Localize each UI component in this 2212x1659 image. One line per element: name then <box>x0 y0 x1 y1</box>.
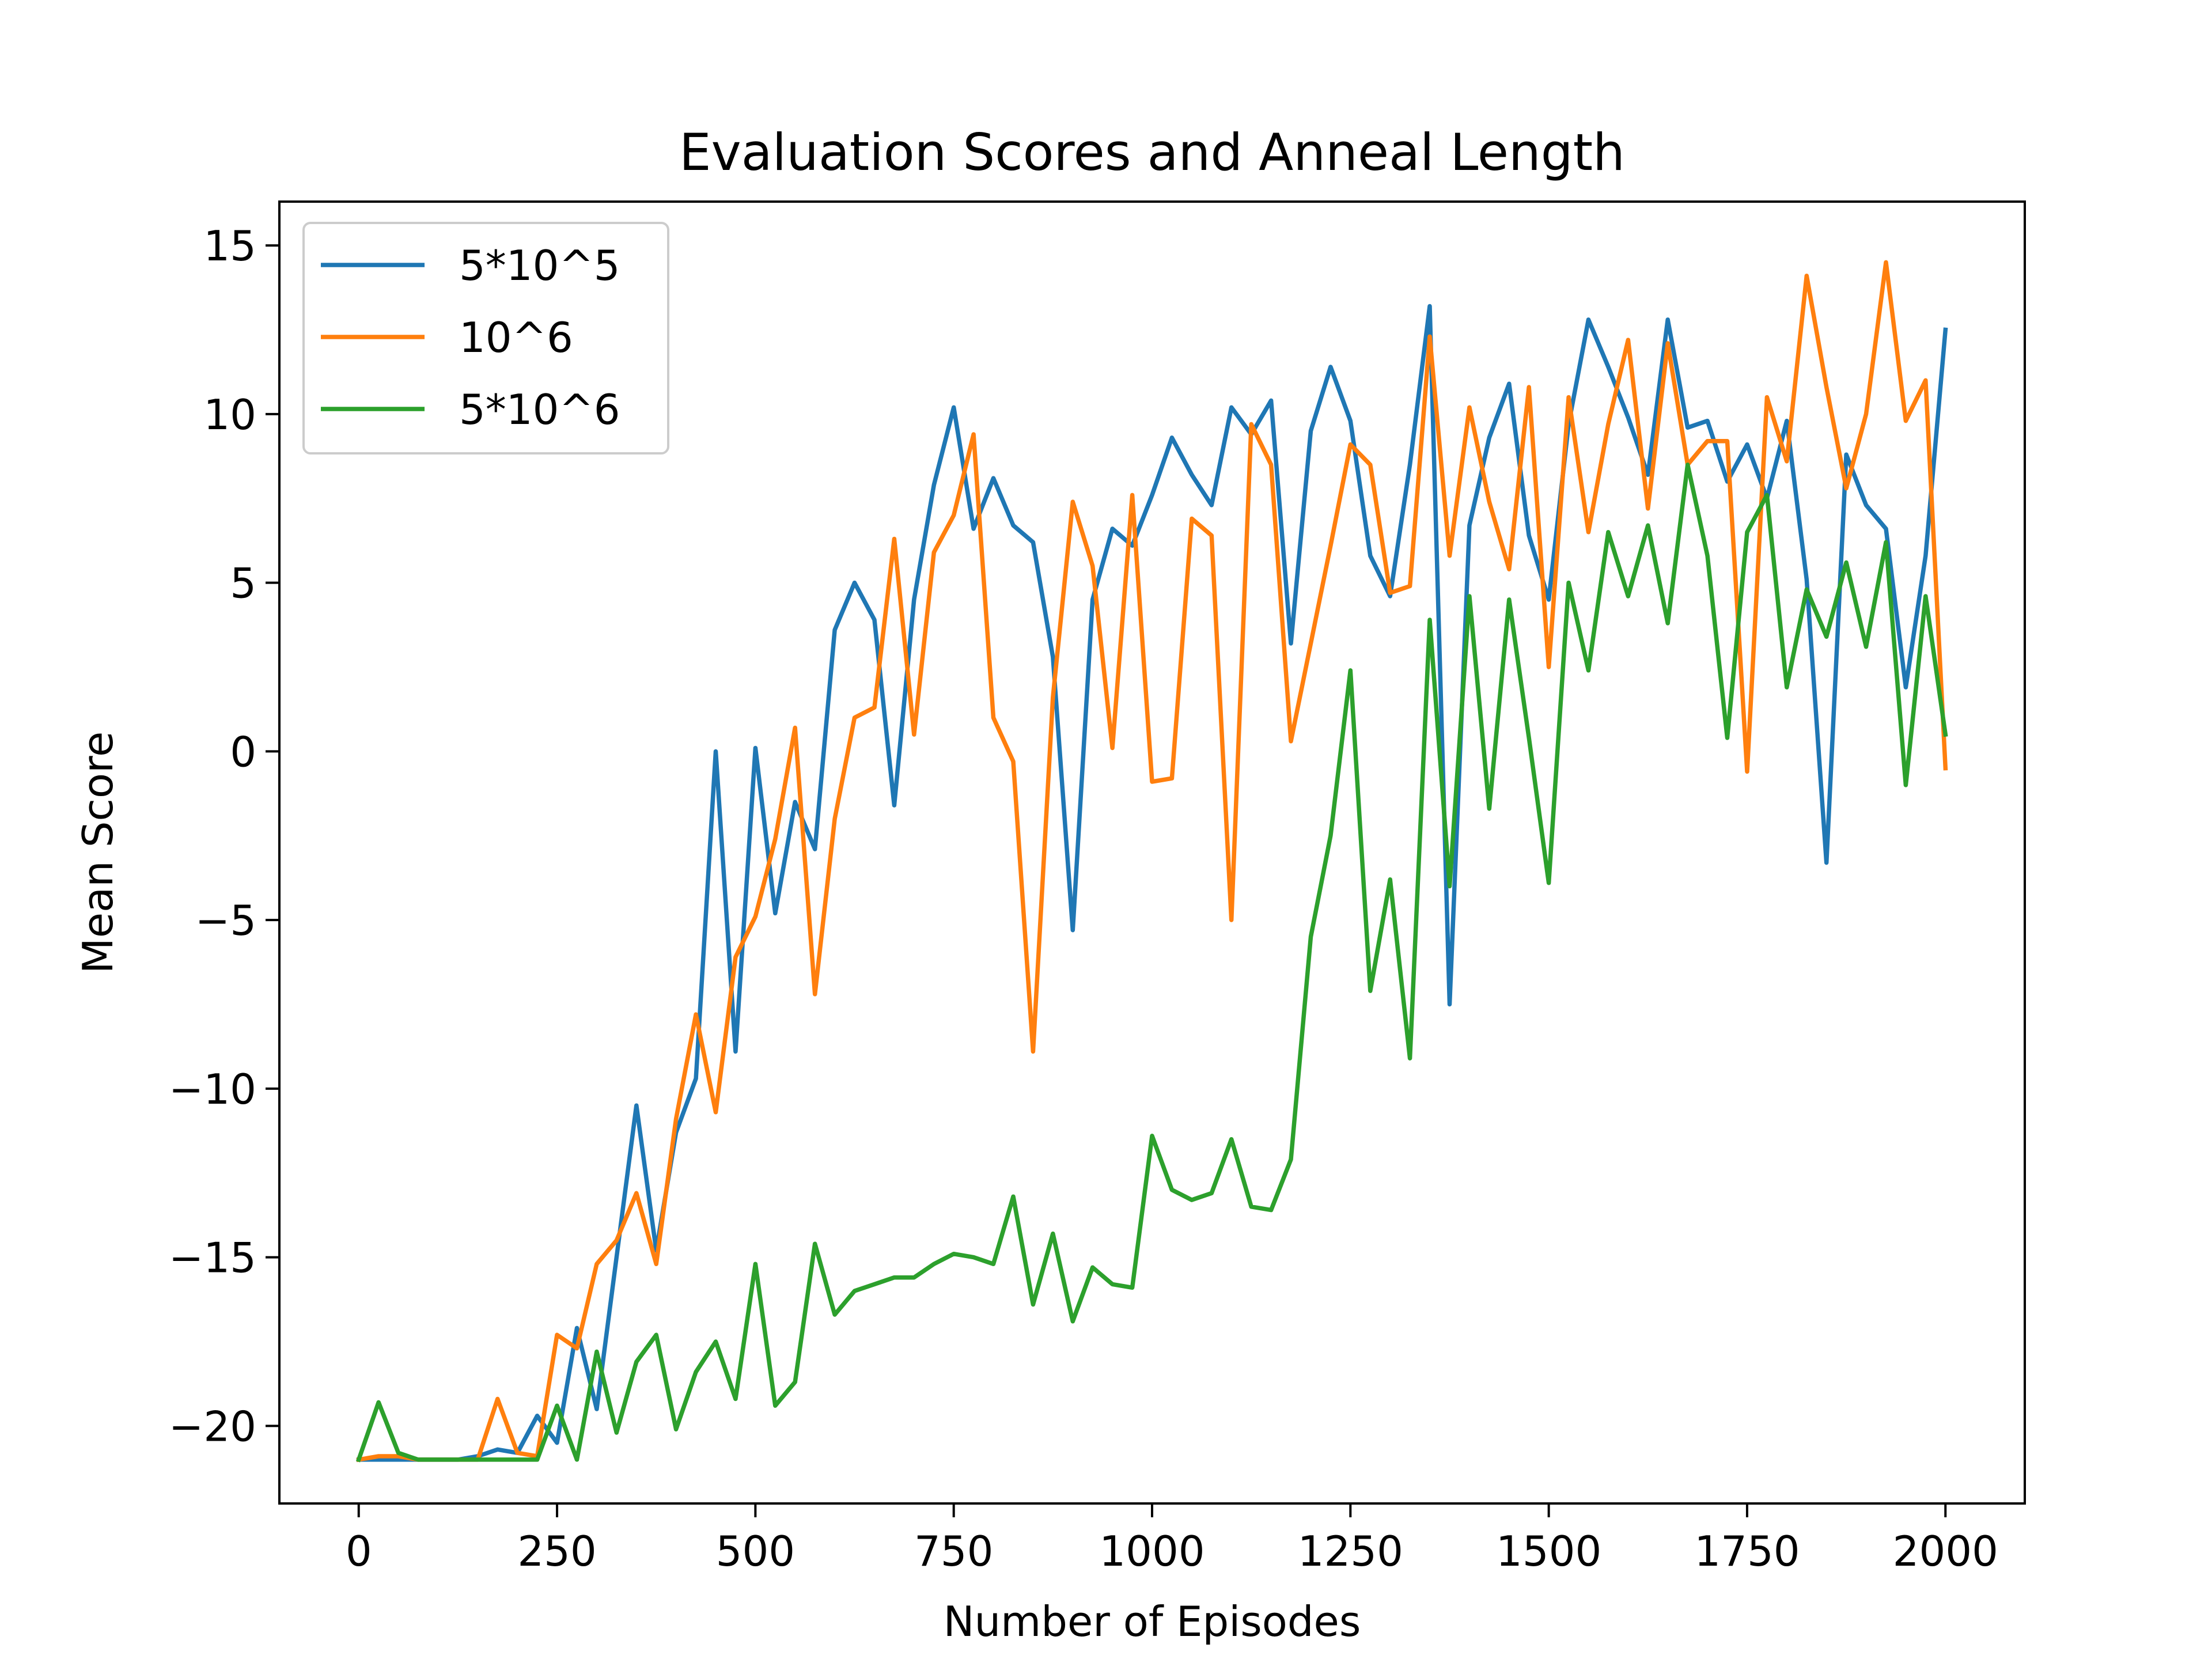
series-line-3 <box>355 462 1948 1463</box>
y-tick-label: 5 <box>230 559 256 608</box>
series-group <box>355 260 1948 1463</box>
y-tick-label: −5 <box>195 896 256 945</box>
y-axis: −20 −15 −10 −5 0 5 10 15 <box>169 222 279 1450</box>
legend-label: 10^6 <box>459 313 573 362</box>
series-line-2 <box>356 260 1948 1463</box>
x-tick-label: 2000 <box>1893 1527 1998 1575</box>
y-tick-label: 15 <box>203 222 256 270</box>
y-tick-label: −10 <box>169 1065 256 1113</box>
y-tick-label: −20 <box>169 1402 256 1450</box>
x-axis-label: Number of Episodes <box>944 1597 1361 1646</box>
x-tick-label: 0 <box>346 1527 372 1575</box>
x-tick-label: 1750 <box>1694 1527 1800 1575</box>
x-axis: 0 250 500 750 1000 1250 1500 1750 2000 <box>346 1503 1998 1575</box>
series-line-1 <box>356 304 1948 1462</box>
y-tick-label: −15 <box>169 1234 256 1282</box>
y-tick-label: 0 <box>230 728 256 776</box>
legend-label: 5*10^5 <box>459 241 620 290</box>
x-tick-label: 750 <box>914 1527 993 1575</box>
legend-box <box>302 222 669 454</box>
legend: 5*10^5 10^6 5*10^6 <box>302 222 669 454</box>
x-tick-label: 250 <box>517 1527 596 1575</box>
x-tick-label: 1250 <box>1298 1527 1403 1575</box>
y-axis-label: Mean Score <box>74 732 122 974</box>
x-tick-label: 1000 <box>1099 1527 1205 1575</box>
x-tick-label: 1500 <box>1496 1527 1601 1575</box>
x-tick-label: 500 <box>716 1527 795 1575</box>
y-tick-label: 10 <box>203 391 256 439</box>
legend-label: 5*10^6 <box>459 385 620 434</box>
chart-title: Evaluation Scores and Anneal Length <box>679 123 1625 182</box>
